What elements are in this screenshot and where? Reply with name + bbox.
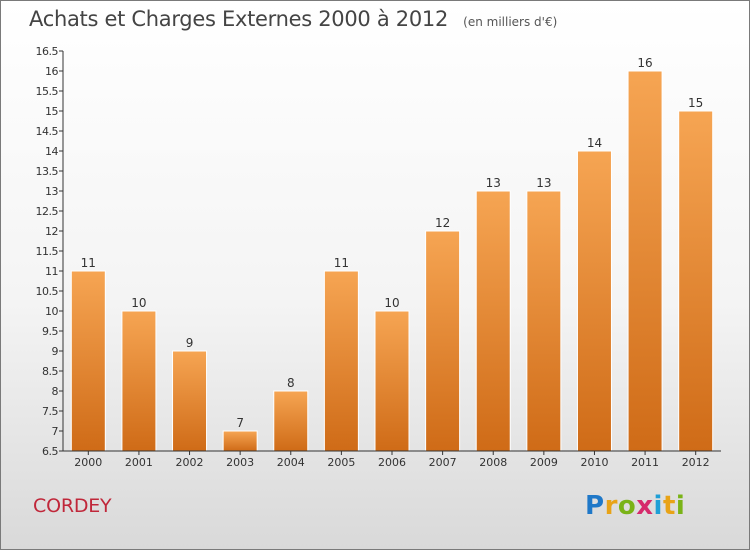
y-tick-label: 11.5 <box>36 245 59 258</box>
bar <box>678 110 714 452</box>
x-tick-label: 2009 <box>530 456 558 469</box>
title-row: Achats et Charges Externes 2000 à 2012 (… <box>29 7 557 31</box>
bar <box>172 350 208 452</box>
y-tick-label: 13.5 <box>36 165 59 178</box>
bar <box>475 190 511 452</box>
bar-value-label: 10 <box>131 296 146 310</box>
logo-letter: i <box>653 491 663 521</box>
x-tick-label: 2000 <box>74 456 102 469</box>
chart-unit: (en milliers d'€) <box>463 15 558 29</box>
proxiti-logo: Proxiti <box>585 491 685 521</box>
y-tick-label: 13 <box>45 185 58 198</box>
logo-letter: P <box>585 491 605 521</box>
y-tick-label: 7 <box>52 425 59 438</box>
commune-name: CORDEY <box>33 495 112 517</box>
x-tick-label: 2003 <box>226 456 254 469</box>
logo-letter: r <box>604 491 618 521</box>
bar <box>526 190 562 452</box>
bar <box>627 70 663 452</box>
bar-value-label: 12 <box>435 216 450 230</box>
bar <box>70 270 106 452</box>
y-tick-label: 15 <box>45 105 58 118</box>
logo-letter: o <box>617 491 637 521</box>
logo-letter: t <box>662 491 676 521</box>
y-tick-label: 8 <box>52 385 59 398</box>
bar-value-label: 13 <box>536 176 551 190</box>
chart-title: Achats et Charges Externes 2000 à 2012 <box>29 7 449 31</box>
x-tick-label: 2012 <box>682 456 710 469</box>
bar-value-label: 9 <box>186 336 194 350</box>
bar-value-label: 11 <box>81 256 96 270</box>
x-tick-label: 2011 <box>631 456 659 469</box>
y-tick-label: 11 <box>45 265 58 278</box>
x-tick-label: 2001 <box>125 456 153 469</box>
y-tick-label: 9 <box>52 345 59 358</box>
bar-value-label: 14 <box>587 136 602 150</box>
y-tick-label: 16 <box>45 65 58 78</box>
bar-value-label: 16 <box>637 56 652 70</box>
x-tick-label: 2008 <box>479 456 507 469</box>
y-tick-label: 9.5 <box>42 325 58 338</box>
y-tick-label: 16.5 <box>36 45 59 58</box>
x-tick-label: 2005 <box>327 456 355 469</box>
bar-value-label: 11 <box>334 256 349 270</box>
bar-value-label: 8 <box>287 376 295 390</box>
x-tick-label: 2004 <box>277 456 305 469</box>
y-tick-label: 14.5 <box>36 125 59 138</box>
bar-value-label: 10 <box>384 296 399 310</box>
bar <box>323 270 359 452</box>
bar-value-label: 7 <box>236 416 244 430</box>
bars-group: 11 10 9 7 8 11 10 12 13 13 14 16 15 <box>70 56 714 452</box>
bar <box>374 310 410 452</box>
y-tick-label: 10.5 <box>36 285 59 298</box>
bar <box>273 390 309 452</box>
x-tick-label: 2006 <box>378 456 406 469</box>
y-tick-label: 8.5 <box>42 365 58 378</box>
axes-group: 2000 2001 2002 2003 2004 2005 2006 2007 2008 2009… <box>36 45 721 469</box>
y-tick-label: 7.5 <box>42 405 58 418</box>
y-tick-label: 12 <box>45 225 58 238</box>
bar <box>222 430 258 452</box>
y-tick-label: 14 <box>45 145 58 158</box>
y-tick-label: 12.5 <box>36 205 59 218</box>
bar-value-label: 15 <box>688 96 703 110</box>
x-tick-label: 2002 <box>176 456 204 469</box>
bar <box>425 230 461 452</box>
bar <box>121 310 157 452</box>
logo-letter: x <box>636 491 654 521</box>
y-tick-label: 10 <box>45 305 58 318</box>
x-tick-label: 2007 <box>429 456 457 469</box>
bar <box>576 150 612 452</box>
y-tick-label: 15.5 <box>36 85 59 98</box>
logo-letter: i <box>675 491 686 521</box>
bar-value-label: 13 <box>486 176 501 190</box>
x-tick-label: 2010 <box>580 456 608 469</box>
y-tick-label: 6.5 <box>42 445 58 458</box>
